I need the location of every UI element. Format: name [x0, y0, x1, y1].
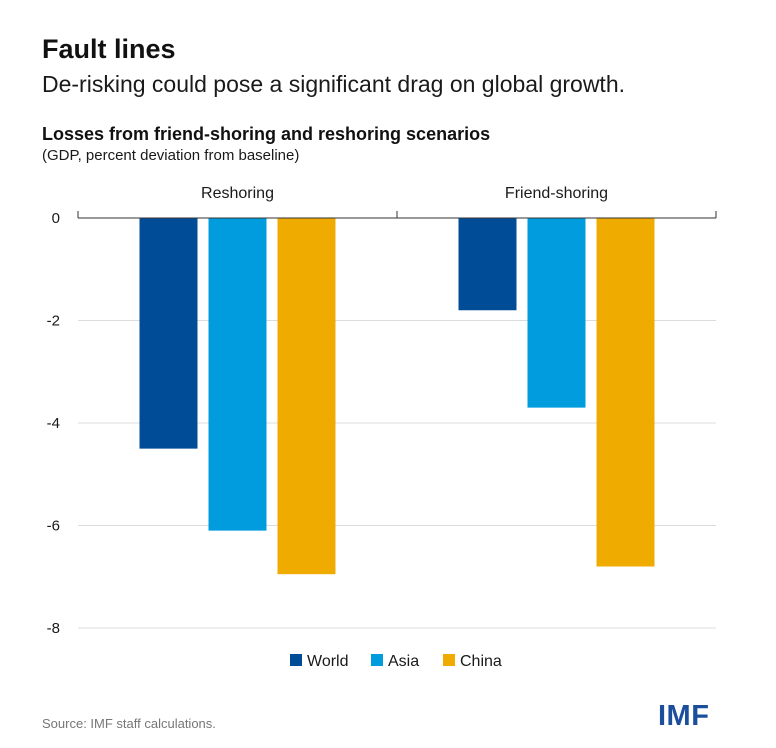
y-tick-label: -8	[47, 620, 60, 637]
legend-label-world: World	[307, 653, 349, 670]
bar-world	[139, 218, 198, 449]
subhead: De-risking could pose a significant drag…	[42, 71, 625, 97]
bar-asia	[208, 218, 267, 531]
bar-chart: 0 -2 -4 -6 -8 Reshoring Friend-shoring World Asi…	[47, 185, 717, 670]
legend-label-asia: Asia	[388, 653, 419, 670]
bar-china	[277, 218, 336, 575]
y-tick-label: 0	[52, 210, 60, 227]
source-note: Source: IMF staff calculations.	[42, 716, 216, 731]
category-label: Friend-shoring	[505, 185, 608, 202]
bar-asia	[527, 218, 586, 408]
legend-label-china: China	[460, 653, 502, 670]
legend-swatch-world	[290, 654, 302, 666]
y-tick-label: -4	[47, 415, 60, 432]
legend-swatch-china	[443, 654, 455, 666]
category-label: Reshoring	[201, 185, 274, 202]
chart-subtitle: (GDP, percent deviation from baseline)	[42, 147, 300, 164]
bar-china	[596, 218, 655, 567]
bar-world	[458, 218, 517, 311]
y-tick-label: -6	[47, 518, 60, 535]
chart-title: Losses from friend-shoring and reshoring…	[42, 124, 491, 144]
legend-swatch-asia	[371, 654, 383, 666]
y-tick-label: -2	[47, 313, 60, 330]
imf-logo: IMF	[658, 700, 710, 732]
headline: Fault lines	[42, 34, 176, 64]
